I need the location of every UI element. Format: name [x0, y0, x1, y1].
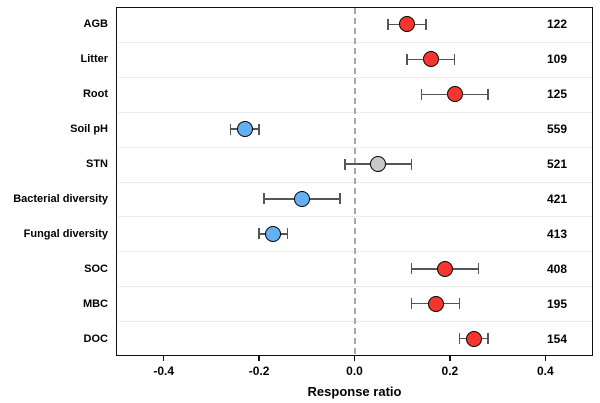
x-tick-label: 0.0: [346, 364, 363, 378]
x-tick-label: -0.2: [248, 364, 270, 378]
x-tick-label: 0.2: [441, 364, 459, 378]
error-bar-cap: [487, 88, 489, 100]
x-tick: [353, 356, 356, 361]
error-bar-cap: [387, 18, 389, 30]
sample-size: 125: [546, 87, 567, 102]
error-bar-cap: [258, 228, 260, 240]
sample-size: 521: [546, 157, 567, 172]
sample-size: 109: [546, 52, 567, 67]
row-label: AGB: [83, 18, 108, 31]
point: [446, 86, 463, 103]
sample-size: 408: [546, 261, 567, 276]
row-label: Bacterial diversity: [13, 192, 108, 205]
point: [427, 295, 444, 312]
row-label: Litter: [80, 53, 109, 66]
point: [236, 121, 253, 138]
point: [465, 330, 482, 347]
sample-size: 195: [546, 296, 567, 311]
x-axis-title: Response ratio: [307, 384, 402, 399]
row-label: Root: [82, 88, 108, 101]
error-bar-cap: [286, 228, 289, 240]
point: [437, 260, 454, 277]
error-bar-cap: [339, 193, 341, 205]
error-bar-cap: [406, 53, 408, 65]
error-bar-cap: [258, 123, 260, 135]
sample-size: 421: [546, 191, 567, 206]
error-bar-cap: [458, 298, 461, 310]
point: [294, 190, 311, 207]
point: [265, 225, 282, 242]
sample-size: 122: [546, 17, 567, 32]
point: [422, 51, 439, 68]
sample-size: 559: [546, 122, 567, 137]
sample-size: 154: [546, 331, 567, 346]
error-bar-cap: [344, 158, 346, 170]
error-bar-cap: [477, 263, 480, 275]
error-bar-cap: [229, 123, 232, 135]
point: [370, 156, 387, 173]
x-tick: [449, 356, 451, 361]
x-tick-label: 0.4: [536, 364, 554, 378]
row-label: Soil pH: [70, 123, 108, 136]
row-label: SOC: [84, 262, 108, 275]
error-bar-cap: [410, 263, 413, 275]
x-tick: [544, 356, 547, 361]
error-bar-cap: [420, 88, 423, 100]
x-tick: [258, 356, 260, 361]
plot-area: [116, 7, 593, 356]
error-bar-cap: [410, 158, 413, 170]
error-bar-cap: [453, 53, 456, 65]
x-tick-label: -0.4: [153, 364, 175, 378]
error-bar-cap: [263, 193, 265, 205]
error-bar-cap: [458, 333, 461, 345]
point: [398, 16, 415, 33]
error-bar-cap: [425, 18, 427, 30]
row-label: Fungal diversity: [23, 227, 108, 240]
zero-reference-line: [353, 8, 356, 354]
row-label: DOC: [83, 332, 108, 345]
row-label: STN: [86, 158, 108, 171]
x-tick: [162, 356, 165, 361]
sample-size: 413: [546, 226, 567, 241]
error-bar-cap: [410, 298, 413, 310]
row-label: MBC: [82, 297, 108, 310]
error-bar-cap: [487, 333, 489, 345]
